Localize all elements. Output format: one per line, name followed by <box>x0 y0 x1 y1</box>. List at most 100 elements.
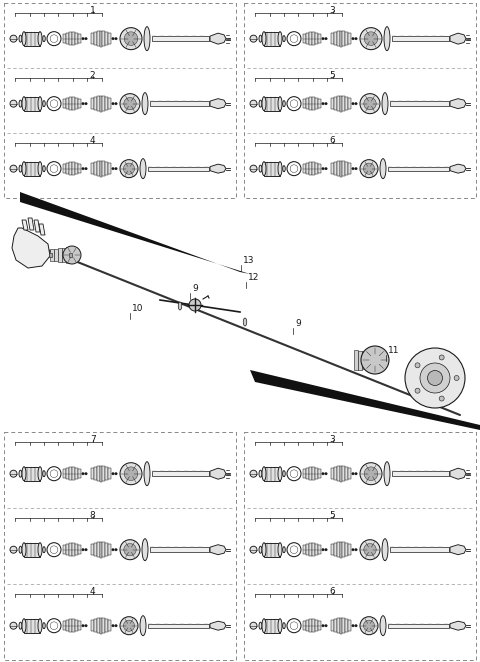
Polygon shape <box>102 542 105 557</box>
Polygon shape <box>309 32 312 45</box>
Polygon shape <box>63 545 66 554</box>
Polygon shape <box>331 164 334 174</box>
Polygon shape <box>450 33 466 44</box>
Circle shape <box>360 617 378 635</box>
Circle shape <box>363 620 374 632</box>
Circle shape <box>112 167 114 170</box>
Polygon shape <box>348 620 351 631</box>
Polygon shape <box>96 618 99 634</box>
Polygon shape <box>99 161 102 177</box>
Bar <box>69 253 72 257</box>
Ellipse shape <box>22 543 26 557</box>
Polygon shape <box>303 469 306 478</box>
Text: 11: 11 <box>388 346 399 355</box>
Bar <box>264 97 280 111</box>
Ellipse shape <box>19 470 22 477</box>
Polygon shape <box>105 32 108 45</box>
Circle shape <box>124 544 136 556</box>
Circle shape <box>420 363 450 393</box>
Polygon shape <box>309 162 312 175</box>
Circle shape <box>82 624 84 627</box>
Circle shape <box>120 28 142 50</box>
Polygon shape <box>345 467 348 481</box>
Polygon shape <box>331 545 334 555</box>
Polygon shape <box>334 97 336 111</box>
Ellipse shape <box>38 543 42 557</box>
Polygon shape <box>345 162 348 175</box>
Polygon shape <box>75 468 78 479</box>
Bar <box>152 471 209 476</box>
Circle shape <box>439 355 444 360</box>
Circle shape <box>355 624 357 627</box>
Polygon shape <box>22 220 28 230</box>
Ellipse shape <box>19 35 22 42</box>
Polygon shape <box>91 34 94 44</box>
Polygon shape <box>315 468 318 479</box>
Text: 5: 5 <box>330 511 336 520</box>
Circle shape <box>82 548 84 551</box>
Circle shape <box>360 160 378 177</box>
Polygon shape <box>69 544 72 556</box>
Text: 3: 3 <box>330 6 336 15</box>
Bar <box>152 36 209 41</box>
Polygon shape <box>105 619 108 632</box>
Polygon shape <box>336 161 339 176</box>
Circle shape <box>124 32 138 46</box>
Polygon shape <box>334 162 336 175</box>
Polygon shape <box>75 98 78 109</box>
Polygon shape <box>96 96 99 111</box>
Ellipse shape <box>278 97 282 111</box>
Circle shape <box>112 103 114 105</box>
Ellipse shape <box>384 461 390 486</box>
Circle shape <box>363 163 374 174</box>
Polygon shape <box>315 620 318 632</box>
Ellipse shape <box>38 32 42 46</box>
Polygon shape <box>348 99 351 109</box>
Ellipse shape <box>283 101 285 107</box>
Circle shape <box>324 103 327 105</box>
Text: 1: 1 <box>90 6 96 15</box>
Ellipse shape <box>22 97 26 111</box>
Polygon shape <box>69 162 72 175</box>
Polygon shape <box>345 619 348 632</box>
Polygon shape <box>318 621 321 630</box>
Circle shape <box>324 548 327 551</box>
Ellipse shape <box>140 616 146 636</box>
Polygon shape <box>102 31 105 46</box>
Polygon shape <box>336 466 339 481</box>
Polygon shape <box>75 33 78 44</box>
Polygon shape <box>210 33 226 44</box>
Polygon shape <box>318 99 321 108</box>
Polygon shape <box>99 618 102 634</box>
Circle shape <box>360 463 382 485</box>
Ellipse shape <box>283 623 285 629</box>
Ellipse shape <box>259 165 262 172</box>
Polygon shape <box>336 31 339 46</box>
Polygon shape <box>102 466 105 481</box>
Polygon shape <box>303 34 306 43</box>
Ellipse shape <box>382 93 388 115</box>
Polygon shape <box>91 99 94 109</box>
Polygon shape <box>312 619 315 632</box>
Circle shape <box>439 396 444 401</box>
Bar <box>62 248 65 262</box>
Circle shape <box>250 35 257 42</box>
Bar <box>148 624 209 628</box>
Ellipse shape <box>262 619 266 633</box>
Circle shape <box>454 375 459 381</box>
Polygon shape <box>450 545 466 555</box>
Ellipse shape <box>259 622 262 629</box>
Circle shape <box>82 103 84 105</box>
Text: 9: 9 <box>295 319 301 328</box>
Polygon shape <box>342 31 345 46</box>
Ellipse shape <box>43 623 45 629</box>
Ellipse shape <box>38 619 42 633</box>
Ellipse shape <box>19 546 22 553</box>
Circle shape <box>322 473 324 475</box>
Polygon shape <box>312 467 315 480</box>
Polygon shape <box>63 469 66 478</box>
Circle shape <box>250 546 257 553</box>
Polygon shape <box>339 465 342 482</box>
Polygon shape <box>348 164 351 174</box>
Circle shape <box>124 467 138 481</box>
